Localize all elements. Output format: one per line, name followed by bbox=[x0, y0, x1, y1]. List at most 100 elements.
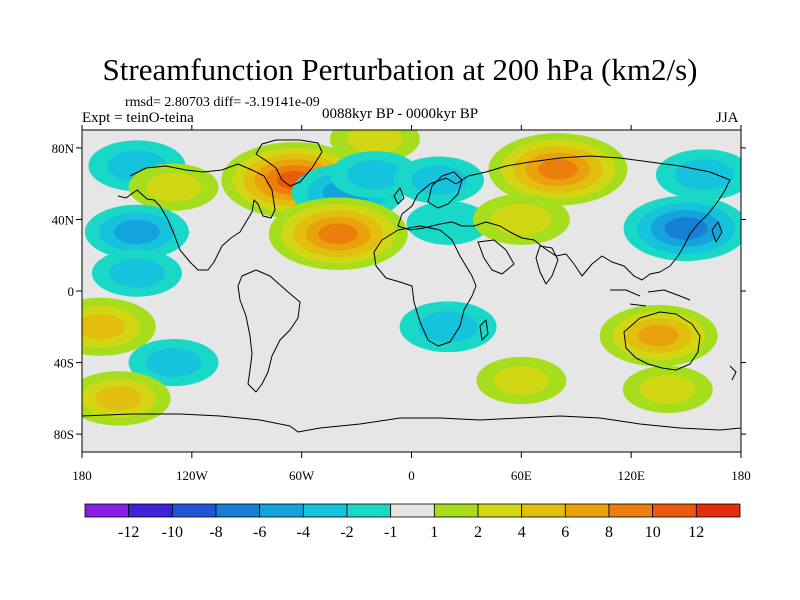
contour-blob bbox=[329, 151, 420, 199]
contour-level bbox=[318, 223, 359, 245]
coastline-north-america bbox=[117, 163, 276, 271]
contour-blob bbox=[599, 304, 718, 367]
coastline-antarctica bbox=[82, 413, 741, 433]
map-area bbox=[81, 129, 742, 453]
colorbar-label: -10 bbox=[162, 524, 183, 541]
contour-level bbox=[493, 365, 550, 395]
x-tick-label: 120E bbox=[617, 468, 645, 483]
contour-level bbox=[145, 348, 202, 378]
colorbar-swatch bbox=[521, 503, 566, 518]
coastline-india bbox=[535, 245, 559, 285]
contour-blob bbox=[82, 297, 156, 356]
colorbar-label: -4 bbox=[297, 524, 310, 541]
colorbar-swatch bbox=[695, 503, 741, 518]
coastline-greenland bbox=[255, 139, 323, 187]
colorbar-label: -8 bbox=[209, 524, 222, 541]
contour-level bbox=[82, 313, 125, 340]
colorbar: -12 -10 -8 -6 -4 -2 -1 1 2 4 6 8 10 12 bbox=[84, 503, 741, 541]
colorbar-swatch bbox=[477, 503, 523, 518]
x-tick-label: 0 bbox=[408, 468, 415, 483]
colorbar-label: 6 bbox=[561, 524, 569, 541]
colorbar-swatch bbox=[215, 503, 261, 518]
contour-level bbox=[674, 159, 735, 191]
contour-blob bbox=[623, 195, 741, 261]
colorbar-swatch bbox=[346, 503, 392, 518]
period-label: 0088kyr BP - 0000kyr BP bbox=[322, 106, 479, 122]
contour-level bbox=[491, 203, 552, 236]
x-tick-label: 180 bbox=[731, 468, 751, 483]
y-tick-label: 40S bbox=[54, 356, 74, 371]
coastline-layer bbox=[82, 139, 741, 433]
contour-blob bbox=[393, 156, 484, 204]
colorbar-swatch bbox=[390, 503, 435, 518]
coastline-africa bbox=[373, 225, 477, 347]
contour-level bbox=[347, 160, 403, 190]
contour-level bbox=[109, 258, 165, 288]
coastline-eurasia bbox=[397, 155, 731, 281]
contour-blob bbox=[399, 301, 497, 353]
x-tick-label: 180 bbox=[72, 468, 92, 483]
colorbar-swatch bbox=[84, 503, 130, 518]
contour-level bbox=[640, 374, 696, 404]
contour-blob bbox=[91, 249, 182, 297]
coastline-uk bbox=[393, 187, 405, 205]
coastline-australia bbox=[623, 311, 701, 371]
contour-level bbox=[418, 311, 478, 343]
contour-blob bbox=[655, 149, 741, 201]
y-tick-label: 80N bbox=[52, 141, 75, 156]
contour-blob bbox=[82, 371, 171, 426]
colorbar-swatch bbox=[564, 503, 610, 518]
colorbar-swatch bbox=[128, 503, 173, 518]
x-tick-label: 60W bbox=[289, 468, 315, 483]
y-tick-label: 40N bbox=[52, 212, 75, 227]
colorbar-label: 12 bbox=[688, 524, 704, 541]
coastline-new-zealand bbox=[729, 365, 737, 381]
colorbar-swatch bbox=[652, 503, 697, 518]
x-tick-label: 120W bbox=[176, 468, 209, 483]
contour-level bbox=[113, 219, 161, 245]
colorbar-label: 2 bbox=[474, 524, 482, 541]
colorbar-label: 8 bbox=[605, 524, 613, 541]
contour-blob bbox=[128, 338, 219, 387]
stats-text: rmsd= 2.80703 diff= -3.19141e-09 bbox=[125, 95, 320, 110]
colorbar-label: -2 bbox=[340, 524, 353, 541]
colorbar-label: -6 bbox=[253, 524, 266, 541]
colorbar-label: -12 bbox=[118, 524, 139, 541]
contour-blob bbox=[268, 197, 408, 270]
colorbar-label: 1 bbox=[430, 524, 438, 541]
contour-fill-layer bbox=[82, 130, 741, 426]
experiment-label: Expt = teinO-teina bbox=[82, 110, 194, 126]
contour-blob bbox=[622, 365, 713, 413]
coastline-japan bbox=[711, 221, 723, 243]
contour-blob bbox=[488, 133, 628, 206]
colorbar-swatch bbox=[433, 503, 479, 518]
contour-level bbox=[347, 130, 403, 154]
y-tick-label: 0 bbox=[68, 284, 75, 299]
colorbar-label: 10 bbox=[645, 524, 661, 541]
contour-level bbox=[664, 217, 708, 240]
colorbar-swatch bbox=[259, 503, 304, 518]
coastline-madagascar bbox=[479, 319, 489, 341]
colorbar-swatch bbox=[302, 503, 348, 518]
contour-level bbox=[411, 165, 467, 195]
contour-blob bbox=[472, 194, 570, 245]
contour-blob bbox=[128, 163, 219, 211]
coastline-scandinavia bbox=[427, 171, 463, 209]
contour-level bbox=[95, 386, 142, 411]
season-label: JJA bbox=[716, 110, 739, 126]
chart-title: Streamfunction Perturbation at 200 hPa (… bbox=[102, 52, 698, 87]
coastline-maritime-continent bbox=[610, 289, 691, 307]
x-tick-label: 60E bbox=[511, 468, 532, 483]
colorbar-swatch bbox=[171, 503, 217, 518]
contour-blob bbox=[84, 204, 189, 260]
contour-level bbox=[538, 159, 578, 180]
contour-level bbox=[145, 172, 202, 202]
coastline-arabia bbox=[477, 239, 515, 275]
axis-ticks: 180 120W 60W 0 60E 120E 180 80N 40N 0 40S 80S bbox=[52, 125, 751, 483]
colorbar-label: 4 bbox=[518, 524, 526, 541]
contour-level bbox=[638, 325, 680, 347]
contour-blob bbox=[476, 356, 567, 405]
coastline-south-america bbox=[237, 269, 301, 393]
colorbar-swatch bbox=[608, 503, 654, 518]
